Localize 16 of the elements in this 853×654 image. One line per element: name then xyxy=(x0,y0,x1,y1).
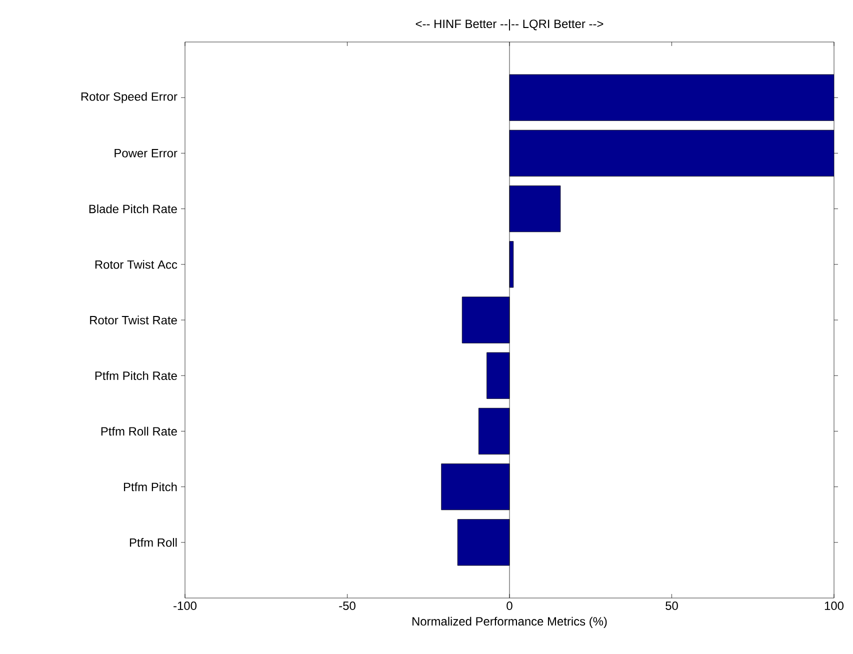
x-tick-label: 0 xyxy=(506,602,512,610)
y-tick-label: Ptfm Pitch Rate xyxy=(95,371,177,380)
y-tick-label: Blade Pitch Rate xyxy=(89,204,177,214)
y-tick-label: Ptfm Roll xyxy=(130,538,177,547)
y-tick-label: Ptfm Pitch xyxy=(124,482,177,492)
x-tick-label: 100 xyxy=(824,602,844,610)
y-tick-label: Rotor Speed Error xyxy=(81,92,178,104)
x-tick-label: -100 xyxy=(174,602,196,610)
x-tick-label: 50 xyxy=(666,602,678,610)
y-tick-label: Rotor Twist Acc xyxy=(95,260,178,269)
chart-title: <-- HINF Better --|-- LQRI Better --> xyxy=(416,19,604,30)
x-tick-label: -50 xyxy=(339,602,356,610)
y-tick-label: Power Error xyxy=(114,149,178,158)
y-tick-label: Rotor Twist Rate xyxy=(90,316,177,324)
x-axis-title: Normalized Performance Metrics (%) xyxy=(412,616,607,628)
y-tick-label: Ptfm Roll Rate xyxy=(101,426,177,436)
